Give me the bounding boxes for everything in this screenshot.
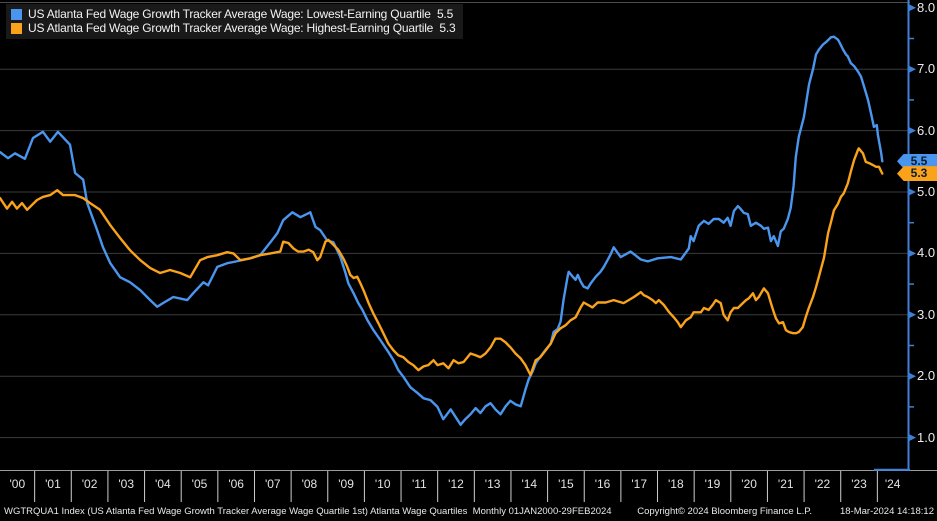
y-tick-arrow (908, 126, 916, 135)
x-axis-label-07: '07 (264, 477, 281, 491)
x-axis-label-14: '14 (521, 477, 538, 491)
x-axis-label-11: '11 (411, 477, 427, 491)
x-axis-label-17: '17 (631, 477, 647, 491)
y-tick-arrow (908, 3, 916, 12)
y-tick-arrow (908, 65, 916, 74)
x-axis-label-00: '00 (9, 477, 26, 491)
legend-swatch-icon (11, 22, 22, 34)
legend-label: US Atlanta Fed Wage Growth Tracker Avera… (28, 7, 454, 21)
x-axis-label-24: '24 (884, 477, 901, 491)
last-value-badge-5.3: 5.3 (897, 166, 937, 182)
x-axis-label-12: '12 (448, 477, 464, 491)
legend: US Atlanta Fed Wage Growth Tracker Avera… (6, 4, 463, 39)
last-value-badge-5.5: 5.5 (897, 153, 937, 169)
x-axis-label-16: '16 (594, 477, 611, 491)
y-axis-label-3.0: 3.0 (917, 306, 936, 322)
x-axis-label-20: '20 (741, 477, 757, 491)
series-line-highest-quartile (0, 147, 884, 377)
x-axis-label-05: '05 (191, 477, 208, 491)
legend-swatch-icon (11, 8, 22, 20)
y-tick-arrow (908, 188, 916, 196)
x-axis-label-04: '04 (155, 477, 171, 491)
y-axis-label-8.0: 8.0 (917, 0, 936, 15)
x-axis-label-03: '03 (118, 477, 135, 491)
copyright-text: Copyright© 2024 Bloomberg Finance L.P. (637, 506, 812, 517)
timestamp: 18-Mar-2024 14:18:12 (839, 506, 934, 517)
x-axis-label-09: '09 (338, 477, 354, 491)
x-axis-label-19: '19 (704, 477, 721, 491)
x-axis-label-18: '18 (668, 477, 684, 491)
y-tick-arrow (908, 249, 916, 258)
series-line-lowest-quartile (0, 35, 884, 426)
x-axis-label-06: '06 (228, 477, 244, 491)
x-axis-label-23: '23 (851, 477, 867, 491)
x-axis-label-08: '08 (301, 477, 318, 491)
x-axis-label-01: '01 (45, 477, 61, 491)
y-tick-arrow (908, 372, 916, 381)
y-tick-arrow (908, 310, 916, 319)
y-axis-label-1.0: 1.0 (917, 429, 936, 445)
y-axis-label-6.0: 6.0 (917, 122, 936, 138)
x-axis-label-15: '15 (558, 477, 574, 491)
x-axis-label-13: '13 (484, 477, 501, 491)
x-axis-label-10: '10 (374, 477, 391, 491)
y-axis-label-2.0: 2.0 (917, 368, 936, 384)
y-axis-label-7.0: 7.0 (917, 61, 936, 77)
y-axis-label-5.0: 5.0 (917, 184, 936, 199)
legend-item-lowest-quartile[interactable]: US Atlanta Fed Wage Growth Tracker Avera… (11, 7, 456, 21)
legend-label: US Atlanta Fed Wage Growth Tracker Avera… (28, 21, 456, 35)
y-axis-label-4.0: 4.0 (917, 245, 936, 261)
ticker-description: WGTRQUA1 Index (US Atlanta Fed Wage Grow… (4, 506, 612, 517)
x-axis-label-02: '02 (81, 477, 98, 491)
x-axis-label-21: '21 (777, 477, 794, 491)
y-tick-arrow (908, 433, 916, 442)
legend-item-highest-quartile[interactable]: US Atlanta Fed Wage Growth Tracker Avera… (11, 21, 456, 35)
status-bar: WGTRQUA1 Index (US Atlanta Fed Wage Grow… (0, 504, 937, 521)
x-axis-label-22: '22 (814, 477, 831, 491)
